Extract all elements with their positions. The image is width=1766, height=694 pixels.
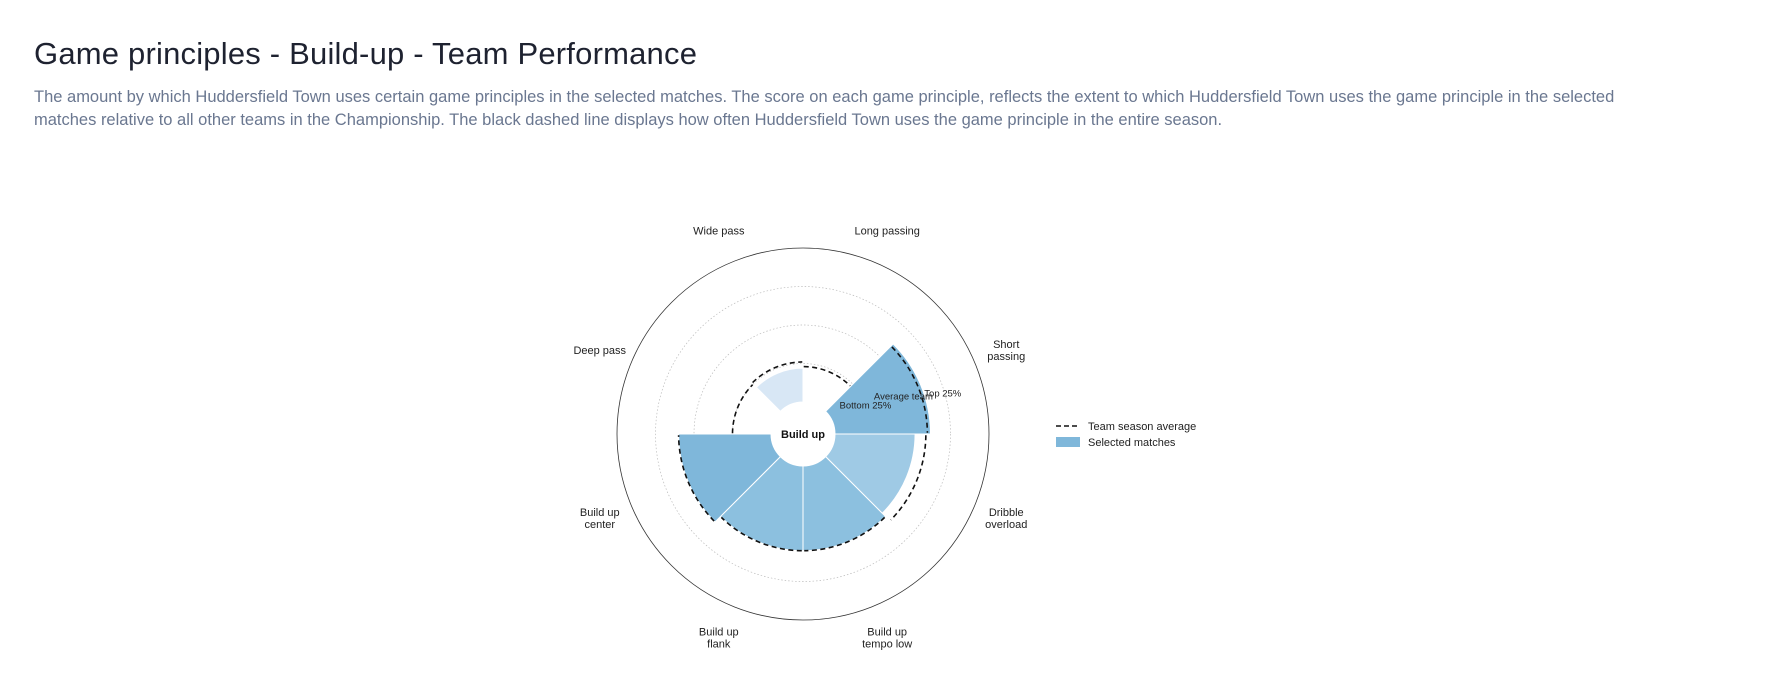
- axis-label-line: flank: [707, 638, 731, 650]
- avg-arc-short-passing: [891, 346, 929, 433]
- axis-label-dribble-overload: Dribble overload: [985, 507, 1027, 531]
- axis-label-line: tempo low: [862, 638, 912, 650]
- axis-label-line: center: [584, 519, 615, 531]
- avg-arc-deep-pass: [731, 384, 754, 434]
- center-hole: [772, 403, 834, 465]
- wedge-build-up-center: [678, 433, 782, 523]
- page-title: Game principles - Build-up - Team Perfor…: [34, 36, 698, 71]
- axis-label-line: Build up: [699, 626, 739, 638]
- ring-label-average-team: Average team: [874, 392, 933, 403]
- avg-arc-dribble-overload: [890, 435, 927, 521]
- axis-label-line: Long passing: [854, 226, 919, 238]
- legend-swatch-selected-matches: [1056, 437, 1080, 447]
- axis-label-deep-pass: Deep pass: [573, 345, 626, 357]
- legend-label-team-season-average: Team season average: [1088, 421, 1196, 433]
- header: Game principles - Build-up - Team Perfor…: [34, 36, 1634, 132]
- axis-label-line: Wide pass: [693, 226, 745, 238]
- avg-arc-build-up-flank: [720, 516, 802, 552]
- axis-label-line: Short: [993, 339, 1019, 351]
- wedge-wide-pass: [755, 367, 804, 413]
- axis-label-line: Deep pass: [573, 345, 626, 357]
- ring-top-25: [655, 286, 951, 582]
- legend-label-selected-matches: Selected matches: [1088, 437, 1176, 449]
- axis-label-line: Build up: [580, 507, 620, 519]
- avg-arc-wide-pass: [752, 361, 803, 384]
- axis-label-line: Dribble: [989, 507, 1024, 519]
- outer-circle: [616, 247, 990, 621]
- axis-label-line: passing: [987, 351, 1025, 363]
- avg-arc-long-passing: [803, 365, 851, 387]
- axis-label-long-passing: Long passing: [854, 226, 919, 238]
- center-label: Build up: [781, 429, 825, 441]
- axis-label-build-up-tempo-low: Build up tempo low: [862, 626, 912, 650]
- axis-label-line: overload: [985, 519, 1027, 531]
- axis-label-build-up-center: Build up center: [580, 507, 620, 531]
- ring-label-bottom-25: Bottom 25%: [840, 400, 892, 411]
- axis-label-wide-pass: Wide pass: [693, 226, 745, 238]
- axis-label-line: Build up: [867, 626, 907, 638]
- wedge-dribble-overload: [824, 433, 916, 514]
- page-description: The amount by which Huddersfield Town us…: [34, 88, 1615, 129]
- axis-label-build-up-flank: Build up flank: [699, 626, 739, 650]
- avg-arc-build-up-tempo-low: [804, 516, 886, 552]
- avg-arc-build-up-center: [677, 435, 715, 522]
- axis-label-short-passing: Short passing: [987, 339, 1025, 363]
- wedge-short-passing: [824, 343, 931, 435]
- ring-label-top-25: Top 25%: [924, 388, 962, 399]
